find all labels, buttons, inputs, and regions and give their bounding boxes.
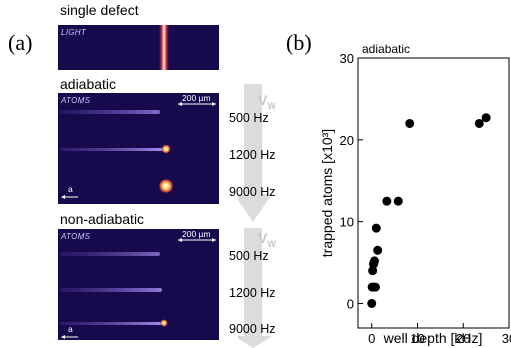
- velocity-arrows: [238, 84, 272, 348]
- light-tag: LIGHT: [61, 28, 87, 37]
- x-tick-label: 10: [410, 331, 424, 346]
- non-adiabatic-title: non-adiabatic: [60, 211, 145, 227]
- x-tick-label: 20: [456, 331, 470, 346]
- non-adiabatic-atoms-image: ATOMS 200 µm a: [58, 229, 219, 340]
- data-point: [370, 282, 380, 292]
- y-tick-label: 10: [340, 215, 354, 230]
- adiabatic-title: adiabatic: [60, 76, 117, 92]
- non-adiabatic-streaks: [60, 238, 216, 339]
- plot-frame: [357, 57, 510, 329]
- data-point: [371, 223, 381, 233]
- data-point: [405, 118, 415, 128]
- freq-label: 9000 Hz: [229, 322, 276, 336]
- data-point: [373, 245, 383, 255]
- freq-label: 1200 Hz: [229, 148, 276, 162]
- data-point: [367, 298, 377, 308]
- x-tick-label: 30: [502, 331, 511, 346]
- freq-label: 500 Hz: [229, 111, 269, 125]
- adiabatic-atoms-image: ATOMS 200 µm a: [58, 93, 219, 204]
- y-axis-label: trapped atoms [x10³]: [319, 129, 335, 257]
- y-tick-label: 20: [340, 133, 354, 148]
- scale-bar-label: 200 µm: [182, 229, 211, 239]
- data-point: [382, 196, 392, 206]
- adiabatic-streaks: [60, 102, 216, 199]
- velocity-arrow-non-adiabatic: [238, 228, 272, 348]
- x-axis-label: well depth [kHz]: [383, 330, 483, 346]
- velocity-arrow-adiabatic: [238, 84, 272, 222]
- data-point: [481, 113, 491, 123]
- freq-label: 9000 Hz: [229, 185, 276, 199]
- atoms-tag: ATOMS: [61, 96, 91, 105]
- atoms-tag: ATOMS: [61, 232, 91, 241]
- lattice-axis-label: a: [68, 184, 73, 194]
- trapped-atoms-chart: adiabatic trapped atoms [x10³] well dept…: [319, 42, 511, 346]
- panel-a-label: (a): [8, 30, 33, 55]
- data-point: [474, 118, 484, 128]
- freq-label: 1200 Hz: [229, 286, 276, 300]
- x-tick-label: 0: [368, 331, 375, 346]
- single-defect-title: single defect: [60, 2, 139, 18]
- velocity-label: VW: [258, 230, 276, 249]
- velocity-label: VW: [258, 92, 276, 111]
- y-tick-label: 0: [347, 296, 354, 311]
- y-tick-label: 30: [340, 51, 354, 66]
- data-point: [393, 196, 403, 206]
- panel-b-label: (b): [286, 30, 312, 55]
- scale-bar-label: 200 µm: [182, 93, 211, 103]
- freq-label: 500 Hz: [229, 249, 269, 263]
- chart-title: adiabatic: [362, 42, 410, 56]
- single-defect-image: LIGHT: [58, 25, 219, 70]
- data-point: [369, 256, 379, 266]
- lattice-axis-label: a: [68, 324, 73, 334]
- single-defect-light-profile: [158, 25, 170, 70]
